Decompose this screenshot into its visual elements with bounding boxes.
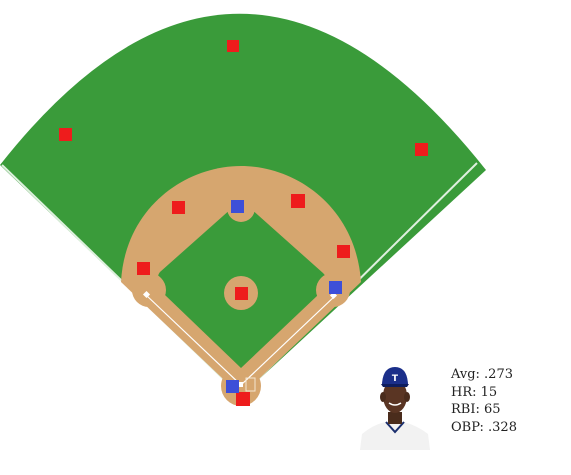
stat-label: HR [451, 384, 473, 400]
home-plate [238, 382, 243, 387]
stat-rbi: RBI: 65 [451, 402, 501, 417]
stat-label: RBI [451, 402, 476, 417]
third-baseline [145, 294, 242, 386]
stat-value: 15 [480, 384, 498, 400]
fielder-pitcher[interactable] [235, 287, 248, 300]
runner-first-base[interactable] [329, 281, 342, 294]
fielder-catcher[interactable] [236, 392, 250, 406]
fielder-shortstop[interactable] [172, 201, 185, 214]
first-baseline [240, 294, 337, 386]
stat-label: Avg [451, 367, 476, 382]
stat-obp: OBP: .328 [451, 419, 517, 435]
stat-hr: HR: 15 [451, 384, 498, 400]
fielder-right-field[interactable] [415, 143, 428, 156]
player-stats-panel: Avg: .273 HR: 15 RBI: 65 OBP: .328 [451, 366, 566, 436]
runner-second-base[interactable] [231, 200, 244, 213]
fielder-second-base[interactable] [291, 194, 305, 208]
third-base [142, 290, 151, 299]
fielder-first-base[interactable] [337, 245, 350, 258]
fielder-left-field[interactable] [59, 128, 72, 141]
fielder-center-field[interactable] [227, 40, 239, 52]
third-base-cutout [132, 273, 166, 307]
player-headshot-icon: T [360, 367, 430, 450]
fielder-third-base[interactable] [137, 262, 150, 275]
stat-value: 65 [484, 402, 501, 417]
batter[interactable] [226, 380, 239, 393]
stat-value: .273 [484, 367, 513, 382]
batters-box [245, 377, 256, 392]
cap-logo: T [392, 374, 399, 384]
stat-value: .328 [488, 419, 517, 435]
stat-label: OBP [451, 419, 480, 435]
stat-avg: Avg: .273 [451, 367, 513, 382]
